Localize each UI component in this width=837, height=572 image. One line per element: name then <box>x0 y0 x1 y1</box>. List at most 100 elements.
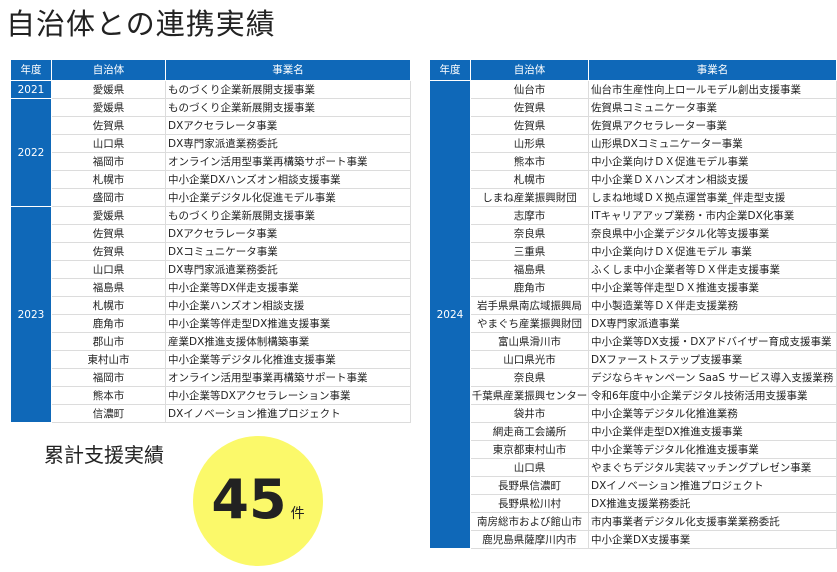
table-row: 福岡市 オンライン活用型事業再構築サポート事業 <box>11 152 411 171</box>
table-row: 福岡市 オンライン活用型事業再構築サポート事業 <box>11 368 411 387</box>
partnership-table-left: 年度 自治体 事業名 2021 愛媛県 ものづくり企業新展開支援事業 2022 愛媛県も… <box>10 59 411 423</box>
project-cell: DX専門家派遣業務委託 <box>165 134 411 153</box>
table-row: 鹿角市 中小企業等伴走型ＤＸ推進支援事業 <box>430 278 837 297</box>
project-cell: 中小製造業等ＤＸ伴走支援業務 <box>588 296 837 315</box>
project-cell: やまぐちデジタル実装マッチングプレゼン事業 <box>588 458 837 477</box>
header-project: 事業名 <box>165 59 411 81</box>
project-cell: 令和6年度中小企業デジタル技術活用支援事業 <box>588 386 837 405</box>
project-cell: 佐賀県コミュニケータ事業 <box>588 98 837 117</box>
year-cell: 2021 <box>10 80 52 99</box>
table-row: 南房総市および館山市 市内事業者デジタル化支援事業業務委託 <box>430 512 837 531</box>
project-cell: DXアクセラレータ事業 <box>165 224 411 243</box>
table-row: 志摩市 ITキャリアアップ業務・市内企業DX化事業 <box>430 206 837 225</box>
municipality-cell: 盛岡市 <box>51 188 166 207</box>
municipality-cell: 袋井市 <box>470 404 589 423</box>
header-year: 年度 <box>429 59 471 81</box>
table-row: 佐賀県 佐賀県アクセラレーター事業 <box>430 116 837 135</box>
table-header-row: 年度 自治体 事業名 <box>10 59 411 81</box>
table-row: 2022 愛媛県 ものづくり企業新展開支援事業 <box>10 98 411 207</box>
project-cell: デジならキャンペーン SaaS サービス導入支援業務 <box>588 368 837 387</box>
project-cell: ものづくり企業新展開支援事業 <box>165 206 411 225</box>
municipality-cell: 南房総市および館山市 <box>470 512 589 531</box>
table-row: 東京都東村山市 中小企業等デジタル化推進支援事業 <box>430 440 837 459</box>
municipality-cell: 札幌市 <box>470 170 589 189</box>
project-cell: 中小企業デジタル化促進モデル事業 <box>165 188 411 207</box>
table-row: 佐賀県 DXアクセラレータ事業 <box>11 116 411 135</box>
table-row: 福島県 中小企業等DX伴走支援事業 <box>11 278 411 297</box>
table-row: 佐賀県 DXコミュニケータ事業 <box>11 242 411 261</box>
table-row: 奈良県 奈良県中小企業デジタル化等支援事業 <box>430 224 837 243</box>
table-row: 盛岡市 中小企業デジタル化促進モデル事業 <box>11 188 411 207</box>
municipality-cell: 山口県 <box>470 458 589 477</box>
project-cell: DXイノベーション推進プロジェクト <box>588 476 837 495</box>
municipality-cell: 鹿角市 <box>470 278 589 297</box>
municipality-cell: 長野県松川村 <box>470 494 589 513</box>
municipality-cell: 山口県 <box>51 260 166 279</box>
header-project: 事業名 <box>588 59 837 81</box>
project-cell: 中小企業等伴走型DX推進支援事業 <box>165 314 411 333</box>
table-row: 信濃町 DXイノベーション推進プロジェクト <box>11 404 411 423</box>
partnership-table-right: 年度 自治体 事業名 2024 仙台市 仙台市生産性向上ロールモデル創出支援事業 佐賀… <box>429 59 837 549</box>
municipality-cell: 仙台市 <box>470 80 589 99</box>
municipality-cell: 熊本市 <box>51 386 166 405</box>
table-row: しまね産業振興財団 しまね地域ＤＸ拠点運営事業_伴走型支援 <box>430 188 837 207</box>
project-cell: DXファーストステップ支援事業 <box>588 350 837 369</box>
table-row: 鹿児島県薩摩川内市 中小企業DX支援事業 <box>430 530 837 549</box>
municipality-cell: 札幌市 <box>51 296 166 315</box>
year-cell: 2022 <box>10 98 52 207</box>
table-row: 三重県 中小企業向けＤＸ促進モデル 事業 <box>430 242 837 261</box>
header-municipality: 自治体 <box>470 59 589 81</box>
project-cell: 奈良県中小企業デジタル化等支援事業 <box>588 224 837 243</box>
project-cell: DX専門家派遣事業 <box>588 314 837 333</box>
municipality-cell: 愛媛県 <box>51 98 166 117</box>
project-cell: DX専門家派遣業務委託 <box>165 260 411 279</box>
project-cell: ITキャリアアップ業務・市内企業DX化事業 <box>588 206 837 225</box>
project-cell: 中小企業等DX伴走支援事業 <box>165 278 411 297</box>
project-cell: 佐賀県アクセラレーター事業 <box>588 116 837 135</box>
project-cell: 中小企業ＤＸハンズオン相談支援 <box>588 170 837 189</box>
project-cell: 中小企業等デジタル化推進業務 <box>588 404 837 423</box>
municipality-cell: 熊本市 <box>470 152 589 171</box>
count-highlight-circle <box>193 436 323 566</box>
project-cell: オンライン活用型事業再構築サポート事業 <box>165 368 411 387</box>
project-cell: 中小企業等デジタル化推進支援事業 <box>588 440 837 459</box>
project-cell: 中小企業ハンズオン相談支援 <box>165 296 411 315</box>
municipality-cell: 長野県信濃町 <box>470 476 589 495</box>
cumulative-support-label: 累計支援実績 <box>44 443 164 467</box>
count-unit: 件 <box>290 506 305 522</box>
municipality-cell: 東京都東村山市 <box>470 440 589 459</box>
municipality-cell: 佐賀県 <box>470 98 589 117</box>
municipality-cell: 郡山市 <box>51 332 166 351</box>
project-cell: 中小企業等デジタル化推進支援事業 <box>165 350 411 369</box>
table-row: 岩手県県南広域振興局 中小製造業等ＤＸ伴走支援業務 <box>430 296 837 315</box>
table-row: 山口県光市 DXファーストステップ支援事業 <box>430 350 837 369</box>
project-cell: 産業DX推進支援体制構築事業 <box>165 332 411 351</box>
project-cell: 中小企業DXハンズオン相談支援事業 <box>165 170 411 189</box>
municipality-cell: 佐賀県 <box>51 224 166 243</box>
table-row: 2021 愛媛県 ものづくり企業新展開支援事業 <box>10 80 411 99</box>
table-row: 千葉県産業振興センター 令和6年度中小企業デジタル技術活用支援事業 <box>430 386 837 405</box>
municipality-cell: 山口県光市 <box>470 350 589 369</box>
table-row: 山口県 DX専門家派遣業務委託 <box>11 134 411 153</box>
table-row: 鹿角市 中小企業等伴走型DX推進支援事業 <box>11 314 411 333</box>
project-cell: 仙台市生産性向上ロールモデル創出支援事業 <box>588 80 837 99</box>
project-cell: 中小企業向けＤＸ促進モデル事業 <box>588 152 837 171</box>
project-cell: DXアクセラレータ事業 <box>165 116 411 135</box>
project-cell: 中小企業等DX支援・DXアドバイザー育成支援事業 <box>588 332 837 351</box>
table-row: 長野県松川村 DX推進支援業務委託 <box>430 494 837 513</box>
municipality-cell: 奈良県 <box>470 224 589 243</box>
table-row: 札幌市 中小企業DXハンズオン相談支援事業 <box>11 170 411 189</box>
table-row: 郡山市 産業DX推進支援体制構築事業 <box>11 332 411 351</box>
table-row: 富山県滑川市 中小企業等DX支援・DXアドバイザー育成支援事業 <box>430 332 837 351</box>
table-row: 山形県 山形県DXコミュニケーター事業 <box>430 134 837 153</box>
project-cell: ものづくり企業新展開支援事業 <box>165 80 411 99</box>
table-row: 長野県信濃町 DXイノベーション推進プロジェクト <box>430 476 837 495</box>
project-cell: 中小企業DX支援事業 <box>588 530 837 549</box>
municipality-cell: 愛媛県 <box>51 80 166 99</box>
table-row: 奈良県 デジならキャンペーン SaaS サービス導入支援業務 <box>430 368 837 387</box>
page-title: 自治体との連携実績 <box>6 7 276 41</box>
table-row: 札幌市 中小企業ＤＸハンズオン相談支援 <box>430 170 837 189</box>
project-cell: 中小企業向けＤＸ促進モデル 事業 <box>588 242 837 261</box>
table-header-row: 年度 自治体 事業名 <box>429 59 837 81</box>
table-row: 福島県 ふくしま中小企業者等ＤＸ伴走支援事業 <box>430 260 837 279</box>
